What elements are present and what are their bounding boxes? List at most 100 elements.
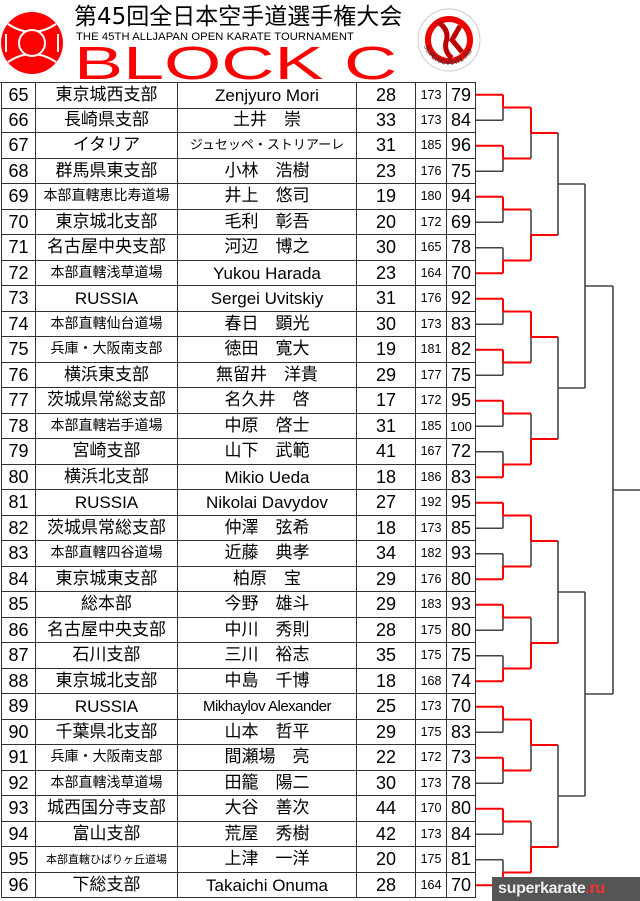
cell-age: 20 (356, 847, 415, 873)
cell-weight: 80 (446, 617, 476, 643)
cell-weight: 84 (446, 107, 476, 133)
cell-no: 81 (1, 490, 35, 516)
cell-weight: 74 (446, 668, 476, 694)
competitor-row: 77 茨城県常総支部 名久井 啓 17 172 95 (0, 388, 476, 414)
cell-age: 18 (356, 515, 415, 541)
cell-weight: 95 (446, 490, 476, 516)
cell-age: 29 (356, 719, 415, 745)
cell-name: 無留井 洋貴 (177, 362, 356, 388)
cell-age: 17 (356, 388, 415, 414)
cell-weight: 85 (446, 515, 476, 541)
cell-age: 23 (356, 158, 415, 184)
cell-height: 173 (415, 515, 446, 541)
cell-no: 94 (1, 821, 35, 847)
cell-club: イタリア (35, 133, 177, 159)
cell-age: 31 (356, 133, 415, 159)
cell-no: 67 (1, 133, 35, 159)
cell-club: RUSSIA (35, 286, 177, 312)
cell-name: 柏原 宝 (177, 566, 356, 592)
cell-name: Mikio Ueda (177, 464, 356, 490)
competitor-row: 82 茨城県常総支部 仲澤 弦希 18 173 85 (0, 515, 476, 541)
cell-age: 19 (356, 184, 415, 210)
cell-name: 名久井 啓 (177, 388, 356, 414)
competitor-row: 84 東京城東支部 柏原 宝 29 176 80 (0, 566, 476, 592)
tournament-title-jp: 第45回全日本空手道選手権大会 (74, 4, 403, 30)
cell-age: 28 (356, 872, 415, 898)
superkarate-logo: SUPERKARATE.RU (417, 8, 481, 72)
cell-weight: 75 (446, 362, 476, 388)
tournament-title-en: THE 45TH ALLJAPAN OPEN KARATE TOURNAMENT (76, 31, 354, 43)
cell-height: 164 (415, 872, 446, 898)
cell-age: 34 (356, 541, 415, 567)
cell-name: 山下 武範 (177, 439, 356, 465)
cell-age: 44 (356, 796, 415, 822)
cell-height: 172 (415, 209, 446, 235)
competitor-row: 68 群馬県東支部 小林 浩樹 23 176 75 (0, 158, 476, 184)
competitor-row: 78 本部直轄岩手道場 中原 啓士 31 185 100 (0, 413, 476, 439)
cell-weight: 100 (446, 413, 476, 439)
cell-weight: 83 (446, 311, 476, 337)
cell-name: ジュセッペ・ストリアーレ (177, 133, 356, 159)
cell-age: 22 (356, 745, 415, 771)
cell-weight: 93 (446, 592, 476, 618)
cell-club: 石川支部 (35, 643, 177, 669)
cell-no: 78 (1, 413, 35, 439)
competitor-row: 69 本部直轄恵比寿道場 井上 悠司 19 180 94 (0, 184, 476, 210)
cell-weight: 81 (446, 847, 476, 873)
competitor-row: 79 宮崎支部 山下 武範 41 167 72 (0, 439, 476, 465)
cell-no: 70 (1, 209, 35, 235)
cell-name: 井上 悠司 (177, 184, 356, 210)
cell-club: 東京城西支部 (35, 83, 177, 109)
cell-weight: 70 (446, 694, 476, 720)
cell-club: RUSSIA (35, 490, 177, 516)
cell-no: 83 (1, 541, 35, 567)
cell-height: 183 (415, 592, 446, 618)
cell-weight: 75 (446, 158, 476, 184)
cell-height: 175 (415, 719, 446, 745)
cell-no: 95 (1, 847, 35, 873)
cell-weight: 80 (446, 796, 476, 822)
cell-name: 徳田 寛大 (177, 337, 356, 363)
competitor-row: 90 千葉県北支部 山本 哲平 29 175 83 (0, 719, 476, 745)
competitor-row: 70 東京城北支部 毛利 彰吾 20 172 69 (0, 209, 476, 235)
cell-height: 192 (415, 490, 446, 516)
cell-no: 88 (1, 668, 35, 694)
cell-age: 18 (356, 464, 415, 490)
cell-weight: 94 (446, 184, 476, 210)
cell-club: 東京城東支部 (35, 566, 177, 592)
cell-club: 城西国分寺支部 (35, 796, 177, 822)
cell-name: Mikhaylov Alexander (177, 694, 356, 720)
cell-age: 31 (356, 413, 415, 439)
cell-age: 23 (356, 260, 415, 286)
cell-age: 41 (356, 439, 415, 465)
cell-weight: 73 (446, 745, 476, 771)
cell-age: 25 (356, 694, 415, 720)
cell-height: 170 (415, 796, 446, 822)
cell-no: 65 (1, 83, 35, 109)
cell-age: 31 (356, 286, 415, 312)
cell-age: 18 (356, 668, 415, 694)
cell-height: 173 (415, 821, 446, 847)
competitor-row: 76 横浜東支部 無留井 洋貴 29 177 75 (0, 362, 476, 388)
competitor-row: 85 総本部 今野 雄斗 29 183 93 (0, 592, 476, 618)
cell-club: 兵庫・大阪南支部 (35, 745, 177, 771)
cell-club: 東京城北支部 (35, 668, 177, 694)
cell-name: 春日 顕光 (177, 311, 356, 337)
cell-club: 東京城北支部 (35, 209, 177, 235)
cell-no: 91 (1, 745, 35, 771)
cell-no: 92 (1, 770, 35, 796)
competitor-row: 71 名古屋中央支部 河辺 博之 30 165 78 (0, 235, 476, 261)
cell-weight: 75 (446, 643, 476, 669)
cell-name: 河辺 博之 (177, 235, 356, 261)
cell-no: 89 (1, 694, 35, 720)
cell-age: 29 (356, 362, 415, 388)
cell-no: 80 (1, 464, 35, 490)
cell-no: 69 (1, 184, 35, 210)
cell-name: 中原 啓士 (177, 413, 356, 439)
cell-club: 横浜東支部 (35, 362, 177, 388)
cell-height: 181 (415, 337, 446, 363)
cell-weight: 96 (446, 133, 476, 159)
cell-name: 間瀬場 亮 (177, 745, 356, 771)
competitor-row: 92 本部直轄浅草道場 田籠 陽二 30 173 78 (0, 770, 476, 796)
cell-name: Sergei Uvitskiy (177, 286, 356, 312)
